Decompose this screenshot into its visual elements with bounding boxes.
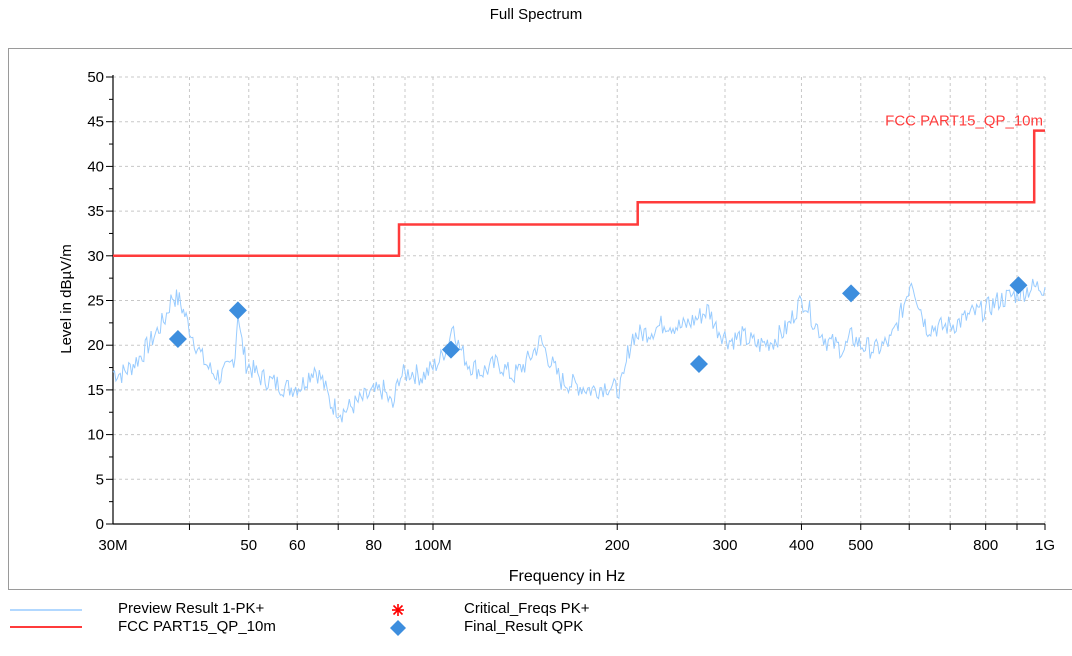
x-tick-label: 30M	[98, 537, 127, 554]
final-result-marker	[1009, 276, 1028, 295]
x-axis-label: Frequency in Hz	[509, 568, 626, 585]
x-tick-label: 1G	[1035, 537, 1055, 554]
diamond-icon	[390, 620, 406, 636]
y-tick-labels: 0 5 10 15 20 25 30 35 40 45 50	[87, 69, 104, 533]
final-result-marker	[168, 329, 187, 348]
chart-title: Full Spectrum	[489, 6, 583, 23]
plot-panel: 30M 50 60 80 100M 200 300 400 500 800 1G 0 5 10 15 20 2…	[8, 48, 1072, 590]
x-tick-label: 200	[605, 537, 630, 554]
final-result-marker	[441, 340, 460, 359]
y-tick-label: 40	[87, 158, 104, 175]
x-tick-label: 80	[365, 537, 382, 554]
y-tick-label: 45	[87, 114, 104, 131]
x-tick-label: 300	[712, 537, 737, 554]
x-tick-label: 60	[289, 537, 306, 554]
x-tick-label: 100M	[414, 537, 452, 554]
limit-line-label: FCC PART15_QP_10m	[885, 113, 1043, 130]
x-tick-labels: 30M 50 60 80 100M 200 300 400 500 800 1G	[98, 537, 1055, 554]
final-result-marker	[689, 354, 708, 373]
preview-trace	[112, 278, 1046, 423]
legend: Preview Result 1-PK+ FCC PART15_QP_10m C…	[0, 600, 1072, 656]
legend-label-preview: Preview Result 1-PK+	[118, 600, 265, 617]
series-layer: FCC PART15_QP_10m	[112, 113, 1046, 423]
x-tick-label: 400	[789, 537, 814, 554]
y-tick-label: 0	[96, 516, 104, 533]
axes	[106, 75, 1046, 530]
y-axis-label: Level in dBµV/m	[58, 244, 75, 354]
y-tick-label: 35	[87, 203, 104, 220]
legend-label-critical: Critical_Freqs PK+	[464, 600, 590, 617]
legend-swatch-limit-line	[10, 626, 82, 628]
y-tick-label: 30	[87, 248, 104, 265]
y-tick-label: 50	[87, 69, 104, 86]
limit-line	[113, 129, 1045, 258]
x-tick-label: 500	[848, 537, 873, 554]
y-tick-label: 10	[87, 427, 104, 444]
y-tick-label: 25	[87, 293, 104, 310]
legend-swatch-preview-line	[10, 609, 82, 611]
legend-label-final: Final_Result QPK	[464, 618, 584, 635]
legend-label-limit: FCC PART15_QP_10m	[118, 618, 276, 635]
spectrum-chart: 30M 50 60 80 100M 200 300 400 500 800 1G 0 5 10 15 20 2…	[58, 69, 1055, 585]
y-tick-label: 15	[87, 382, 104, 399]
x-tick-label: 50	[240, 537, 257, 554]
y-tick-label: 5	[96, 471, 104, 488]
star-icon	[392, 604, 404, 616]
x-tick-label: 800	[973, 537, 998, 554]
y-tick-label: 20	[87, 337, 104, 354]
final-result-marker	[842, 284, 861, 303]
grid-lines	[113, 76, 1046, 524]
final-result-marker	[228, 301, 247, 320]
